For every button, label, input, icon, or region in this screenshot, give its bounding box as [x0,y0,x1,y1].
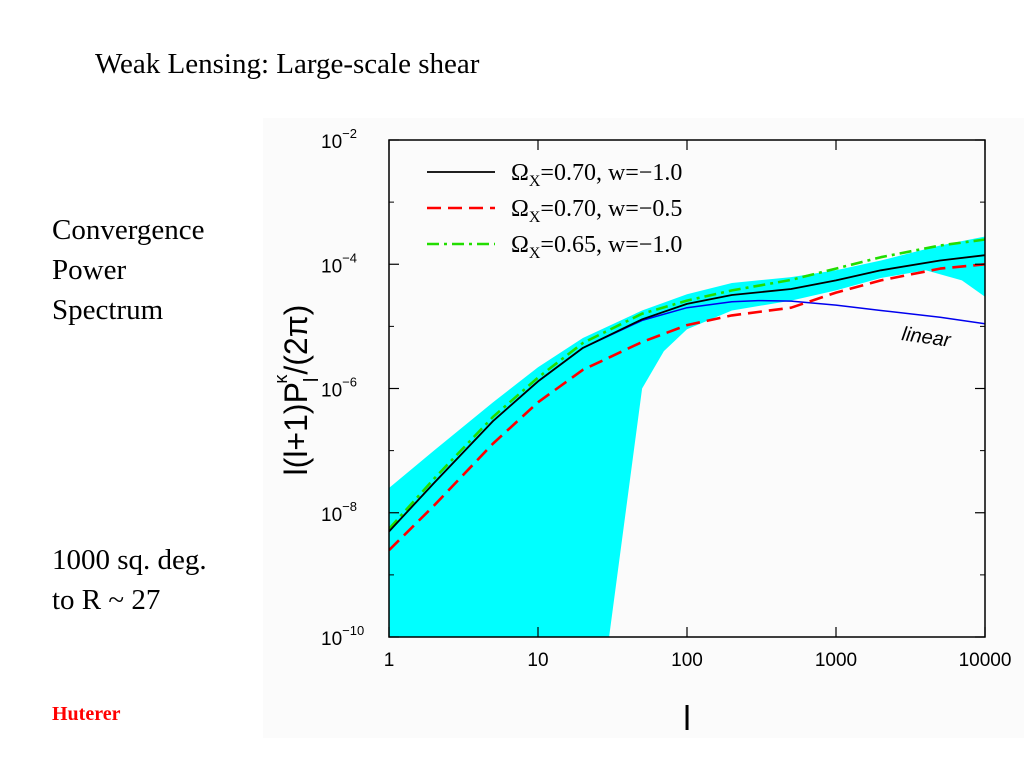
survey-line-1: 1000 sq. deg. [52,544,207,576]
linear-annotation: linear [900,323,953,352]
convergence-line-3: Spectrum [52,294,164,326]
legend-label-1: ΩX=0.70, w=−0.5 [511,196,682,226]
legend: ΩX=0.70, w=−1.0 ΩX=0.70, w=−0.5 ΩX=0.65, w… [427,160,682,262]
series-line-1 [389,263,985,552]
survey-line-2: to R ~ 27 [52,584,161,616]
series-line-2 [389,238,985,530]
uncertainty-band [389,236,985,637]
x-tick-label: 1 [384,650,395,671]
chart-panel: 1 10 100 1000 10000 10−10 10−8 10−6 10−4 10−2 ΩX=… [263,118,1024,738]
x-tick-label: 10000 [959,650,1012,671]
series-line-0 [389,254,985,533]
legend-label-2: ΩX=0.65, w=−1.0 [511,232,682,262]
x-tick-label: 10 [527,650,548,671]
y-tick-label: 10−6 [321,375,357,402]
slide-title: Weak Lensing: Large-scale shear [95,48,480,80]
legend-label-0: ΩX=0.70, w=−1.0 [511,160,682,190]
uncertainty-band-layer [389,236,985,637]
x-axis-label: l [683,700,691,738]
power-spectrum-chart: 1 10 100 1000 10000 10−10 10−8 10−6 10−4 10−2 ΩX=… [271,126,1011,738]
y-tick-label: 10−4 [321,250,357,277]
survey-label: 1000 sq. deg. to R ~ 27 [52,540,207,620]
y-tick-label: 10−10 [321,623,364,650]
convergence-line-1: Convergence [52,214,205,246]
x-tick-label: 1000 [815,650,857,671]
y-tick-label: 10−2 [321,126,357,153]
y-tick-label: 10−8 [321,499,357,526]
series-layer [389,238,985,552]
tick-layer: 1 10 100 1000 10000 10−10 10−8 10−6 10−4 10−2 [321,126,1011,671]
y-axis-label: l(l+1)Plκ/(2π) [271,305,323,476]
credit-label: Huterer [52,703,121,725]
convergence-line-2: Power [52,254,127,286]
x-tick-label: 100 [671,650,703,671]
convergence-label: Convergence Power Spectrum [52,210,204,330]
